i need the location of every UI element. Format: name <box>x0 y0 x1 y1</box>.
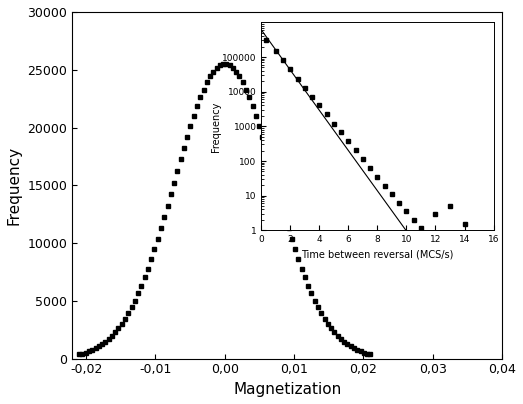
X-axis label: Magnetization: Magnetization <box>233 382 342 397</box>
Y-axis label: Frequency: Frequency <box>7 146 22 225</box>
